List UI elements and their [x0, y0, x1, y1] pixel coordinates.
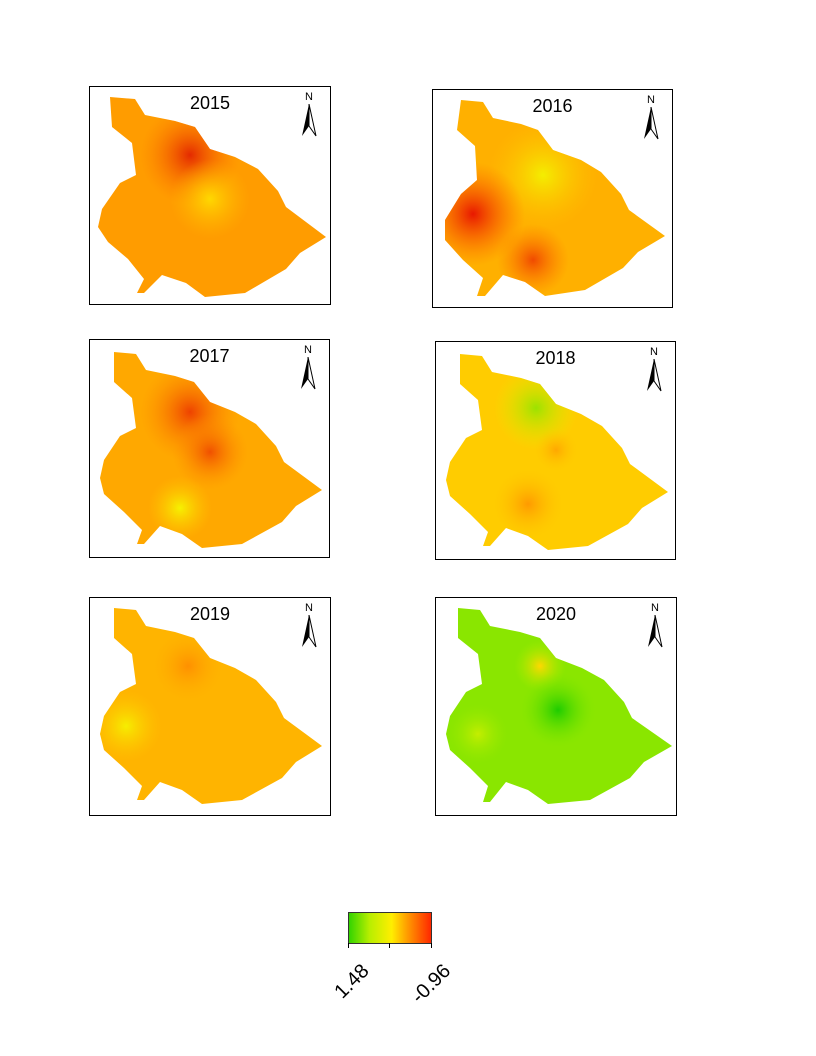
- region-map-2017: [100, 352, 322, 548]
- legend-min-label: 1.48: [330, 960, 374, 1004]
- north-label: N: [305, 91, 313, 103]
- region-map-2019: [100, 608, 322, 804]
- north-arrow-icon: N: [298, 91, 320, 137]
- north-label: N: [650, 346, 658, 358]
- legend-tick-max: [431, 943, 432, 948]
- north-arrow-icon: N: [298, 602, 320, 648]
- region-map-2020: [446, 608, 672, 804]
- region-map-2016: [445, 100, 665, 296]
- region-map-2015: [98, 97, 326, 297]
- map-panel-2018: 2018 N: [435, 341, 676, 560]
- north-label: N: [647, 94, 655, 106]
- legend-color-ramp: [348, 912, 432, 944]
- legend-tick-mid: [389, 943, 390, 948]
- map-panel-2016: 2016 N: [432, 89, 673, 308]
- region-map-2018: [446, 354, 668, 550]
- north-arrow-icon: N: [640, 94, 662, 140]
- map-panel-2019: 2019 N: [89, 597, 331, 816]
- map-panel-2015: 2015 N: [89, 86, 331, 305]
- legend-tick-min: [348, 943, 349, 948]
- north-label: N: [304, 344, 312, 356]
- north-arrow-icon: N: [297, 344, 319, 390]
- north-label: N: [651, 602, 659, 614]
- north-arrow-icon: N: [644, 602, 666, 648]
- north-arrow-icon: N: [643, 346, 665, 392]
- legend-max-label: -0.96: [407, 960, 456, 1008]
- map-panel-2017: 2017 N: [89, 339, 330, 558]
- north-label: N: [305, 602, 313, 614]
- map-panel-2020: 2020 N: [435, 597, 677, 816]
- color-legend: 1.48 -0.96: [330, 912, 456, 1032]
